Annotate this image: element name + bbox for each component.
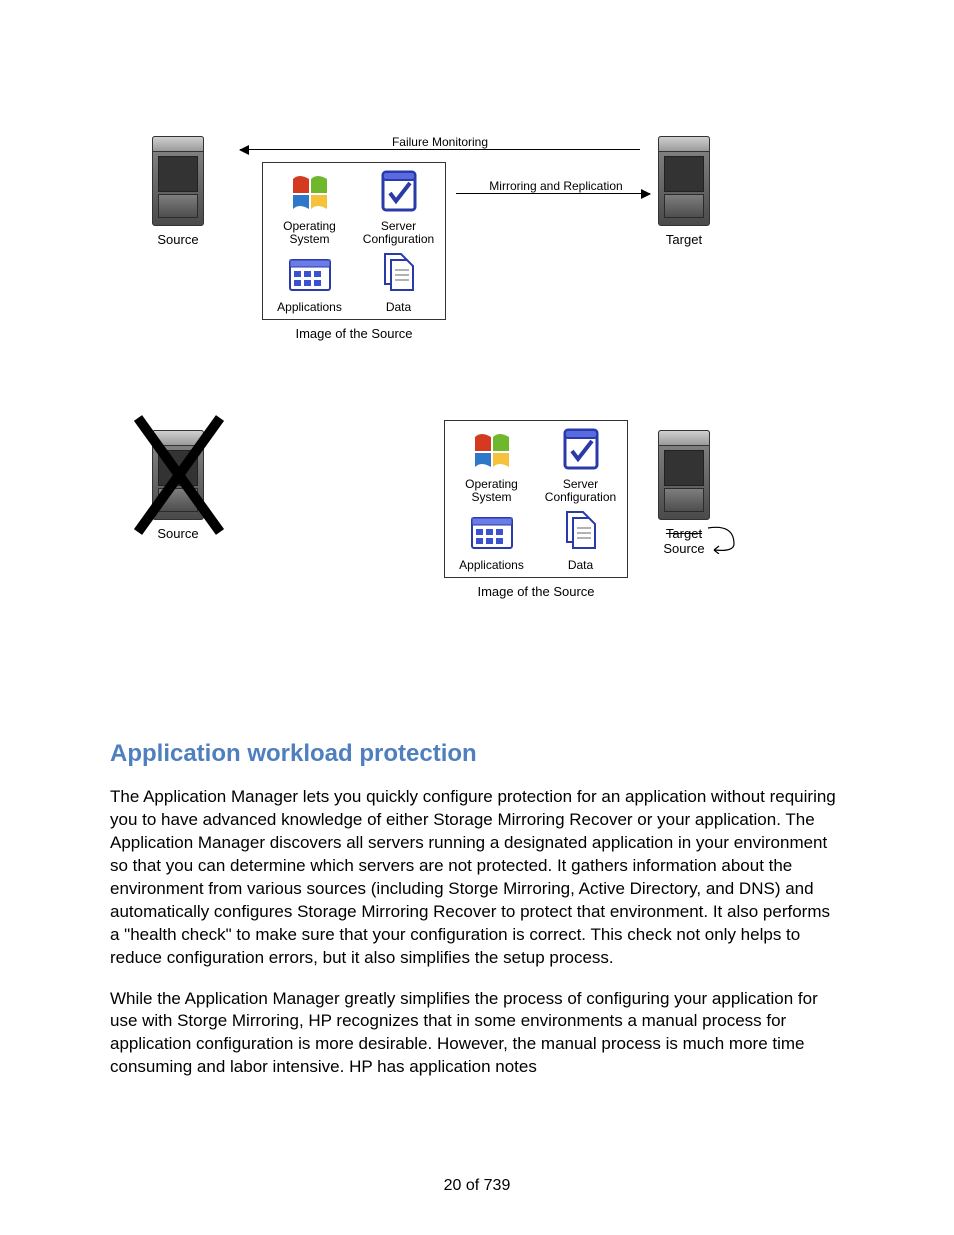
- data-cell: Data: [539, 508, 623, 572]
- page-footer: 20 of 739: [0, 1177, 954, 1195]
- arrow-right-icon: [456, 193, 650, 194]
- diagram-top: Failure Monitoring Source: [110, 100, 844, 400]
- apps-cell: Applications: [450, 514, 534, 572]
- diagram-bottom: Source Operating System: [110, 420, 844, 700]
- page: Failure Monitoring Source: [0, 0, 954, 1235]
- arrow-left-icon: [240, 149, 640, 150]
- server-icon: [150, 430, 206, 520]
- image-box-caption-2: Image of the Source: [444, 584, 628, 599]
- applications-icon: [288, 256, 332, 294]
- source-label: Source: [150, 232, 206, 247]
- server-icon: [656, 136, 712, 226]
- image-box-group: Operating System Server Configuration: [262, 162, 446, 341]
- server-cfg-label: Server Configuration: [357, 220, 441, 246]
- failed-source-label: Source: [150, 526, 206, 541]
- image-box: Operating System Server Configuration: [262, 162, 446, 320]
- mirroring-arrow-group: Mirroring and Replication: [456, 180, 656, 194]
- data-files-icon: [559, 508, 603, 552]
- curved-arrow-icon: [704, 522, 740, 554]
- new-source-label: Source: [663, 541, 704, 556]
- server-cfg-cell: Server Configuration: [539, 427, 623, 504]
- data-cell: Data: [357, 250, 441, 314]
- image-box-row-2: Applications Data: [265, 250, 443, 314]
- image-box-group-2: Operating System Server Configuration: [444, 420, 628, 599]
- checkmark-doc-icon: [380, 169, 418, 213]
- server-icon: [656, 430, 712, 520]
- windows-icon: [289, 171, 331, 213]
- os-label: Operating System: [268, 220, 352, 246]
- image-box: Operating System Server Configuration: [444, 420, 628, 578]
- image-box-row-1: Operating System Server Configuration: [265, 169, 443, 246]
- source-server-group: Source: [150, 136, 206, 247]
- checkmark-doc-icon: [562, 427, 600, 471]
- server-cfg-label: Server Configuration: [539, 478, 623, 504]
- target-label: Target: [656, 232, 712, 247]
- target-becomes-source-group: Target Source: [656, 430, 712, 556]
- image-box-row-1: Operating System Server Configuration: [447, 427, 625, 504]
- target-label-struck: Target: [666, 526, 702, 541]
- os-cell: Operating System: [268, 171, 352, 246]
- server-icon: [150, 136, 206, 226]
- apps-label: Applications: [450, 559, 534, 572]
- section-heading: Application workload protection: [110, 740, 844, 768]
- failure-monitoring-label: Failure Monitoring: [240, 136, 640, 149]
- failed-source-group: Source: [150, 430, 206, 541]
- os-label: Operating System: [450, 478, 534, 504]
- target-to-source-labels: Target Source: [656, 526, 712, 556]
- failure-monitoring-arrow-group: Failure Monitoring: [240, 136, 640, 150]
- image-box-caption: Image of the Source: [262, 326, 446, 341]
- paragraph-2: While the Application Manager greatly si…: [110, 988, 844, 1080]
- paragraph-1: The Application Manager lets you quickly…: [110, 786, 844, 970]
- data-files-icon: [377, 250, 421, 294]
- windows-icon: [471, 429, 513, 471]
- applications-icon: [470, 514, 514, 552]
- os-cell: Operating System: [450, 429, 534, 504]
- target-server-group: Target: [656, 136, 712, 247]
- apps-cell: Applications: [268, 256, 352, 314]
- server-cfg-cell: Server Configuration: [357, 169, 441, 246]
- mirroring-label: Mirroring and Replication: [456, 180, 656, 193]
- data-label: Data: [357, 301, 441, 314]
- apps-label: Applications: [268, 301, 352, 314]
- data-label: Data: [539, 559, 623, 572]
- image-box-row-2: Applications Data: [447, 508, 625, 572]
